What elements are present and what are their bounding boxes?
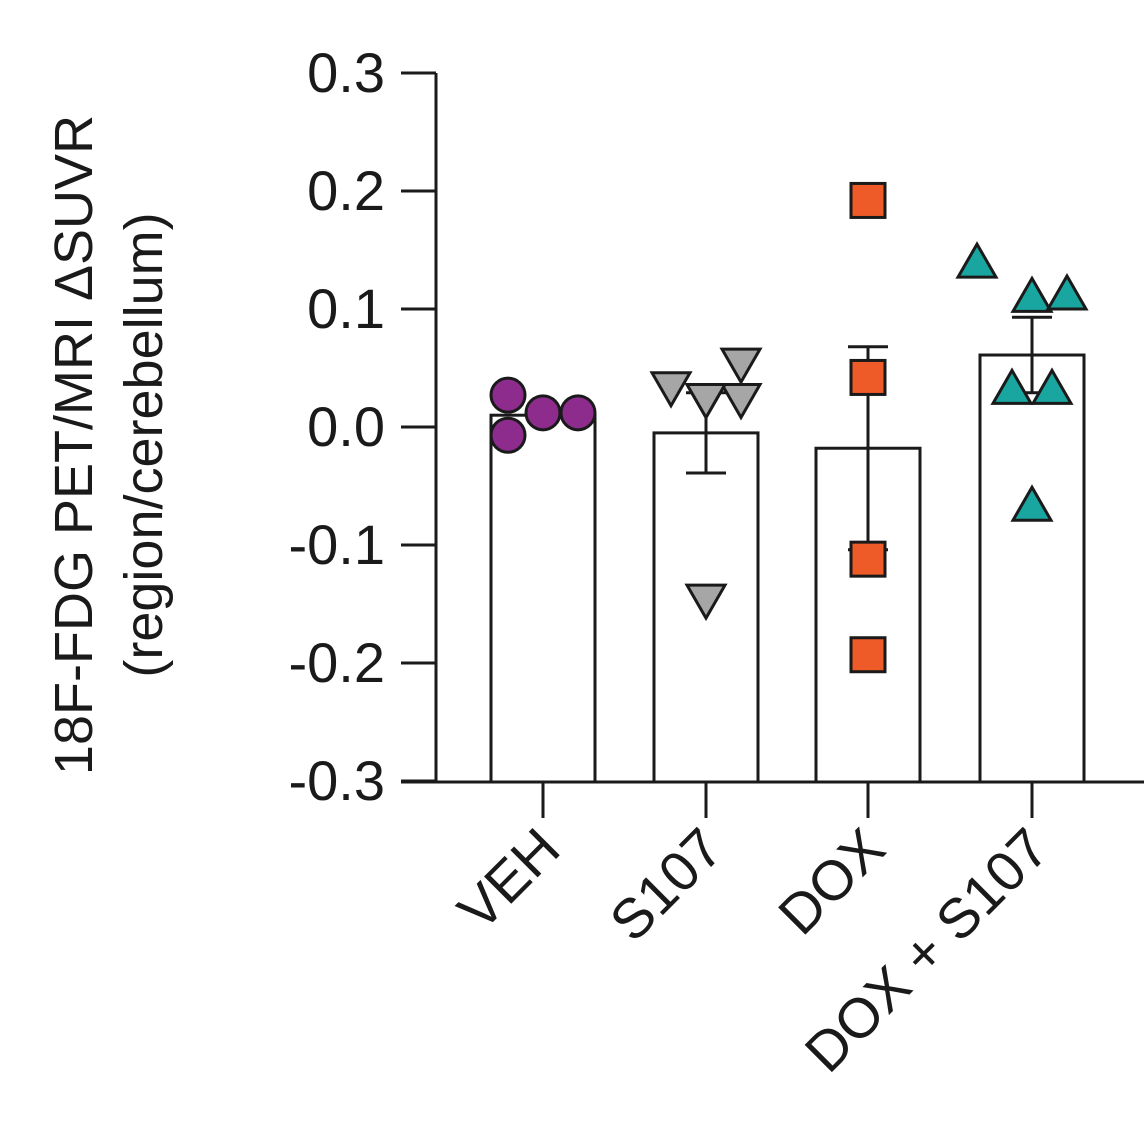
data-point [524, 394, 562, 432]
data-points [489, 181, 1089, 674]
data-point [719, 347, 763, 386]
data-point [849, 636, 887, 674]
data-point [955, 241, 999, 279]
data-point [649, 371, 693, 409]
data-point [990, 367, 1034, 405]
y-tick-label: 0.1 [307, 277, 385, 340]
data-point [849, 181, 887, 219]
data-point [684, 583, 728, 622]
x-tick-label: S107 [597, 816, 734, 953]
x-tick-label: DOX [766, 816, 896, 946]
data-point [849, 540, 887, 578]
data-point [719, 383, 763, 421]
y-axis-label-line1: 18F-FDG PET/MRI ΔSUVR [44, 115, 104, 775]
data-point [849, 358, 887, 396]
bars [489, 353, 1086, 784]
y-tick-label: 0.0 [307, 395, 385, 458]
data-point [559, 394, 597, 432]
data-point [1010, 275, 1054, 313]
y-tick-label: -0.2 [289, 631, 386, 694]
bar [978, 353, 1086, 784]
data-point [489, 416, 527, 454]
y-tick-label: 0.3 [307, 41, 385, 104]
x-tick-label: VEH [446, 816, 572, 942]
data-point [1045, 273, 1089, 311]
bar [489, 413, 597, 784]
y-tick-label: -0.3 [289, 749, 386, 812]
data-point [1010, 484, 1054, 522]
y-axis-label-group: 18F-FDG PET/MRI ΔSUVR (region/cerebellum… [44, 115, 174, 775]
data-point [1030, 367, 1074, 405]
y-ticks: 0.3 0.2 0.1 0.0 -0.1 -0.2 -0.3 [289, 41, 436, 812]
y-tick-label: -0.1 [289, 513, 386, 576]
data-point [489, 376, 527, 414]
y-tick-label: 0.2 [307, 159, 385, 222]
y-axis-label-line2: (region/cerebellum) [114, 212, 174, 677]
data-point [684, 383, 728, 421]
